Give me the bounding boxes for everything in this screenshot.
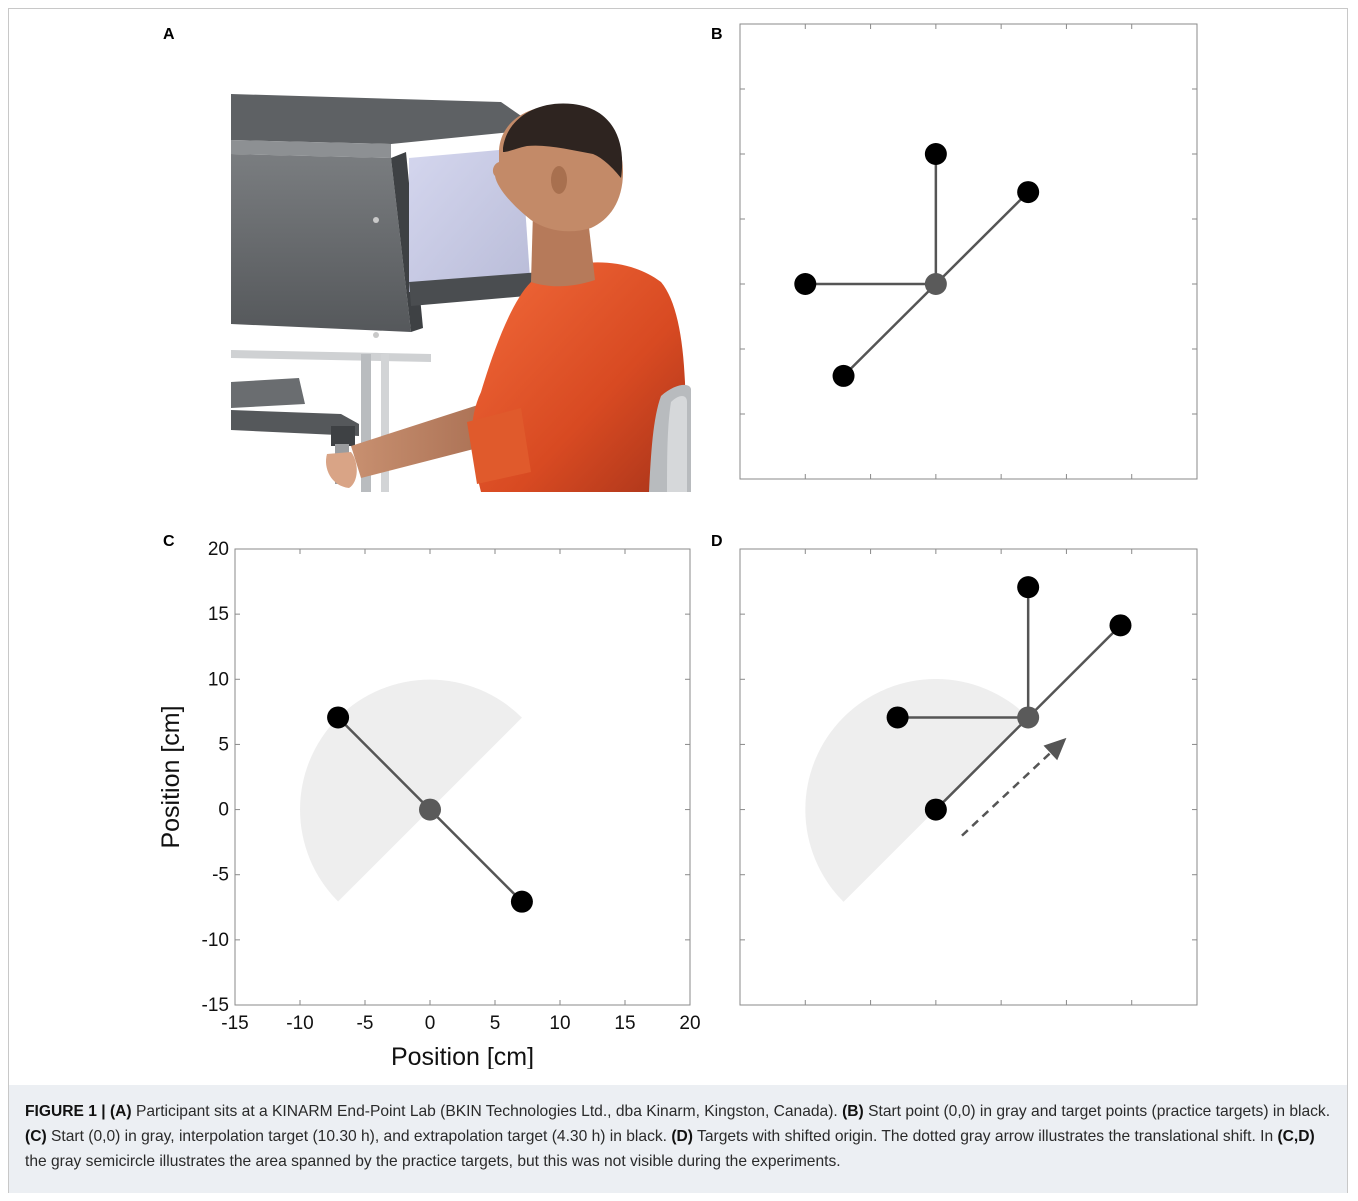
start-point [1017,706,1040,729]
x-tick-label: 10 [549,1013,570,1034]
caption-label-a: (A) [109,1103,132,1120]
panel-label-d: D [711,533,723,550]
panel-label-b: B [711,26,723,43]
y-tick-label: 5 [218,734,229,755]
y-tick-label: 20 [208,539,229,560]
apparatus-lid [231,94,531,144]
target-line [337,716,431,811]
plot-c-area: -15 -10 -5 0 5 10 15 20 20 15 10 5 0 -5 -10 -15 Position… [157,539,701,1069]
target-line [842,283,937,377]
plot-b-area [739,23,1198,480]
y-tick-label: -10 [202,930,229,951]
caption-text-b: Start point (0,0) in gray and target poi… [863,1103,1331,1120]
practice-area-semicircle [805,679,1029,902]
target-line [934,191,1030,285]
y-tick-label: -15 [202,995,229,1016]
y-tick-label: 0 [218,800,229,821]
y-tick-label: 15 [208,604,229,625]
caption-text-a: Participant sits at a KINARM End-Point L… [131,1103,843,1120]
target-line [429,808,523,903]
target-point [510,890,533,913]
start-point [924,273,947,295]
x-tick-label: 0 [425,1013,436,1034]
participant-forearm [351,404,501,478]
x-tick-label: 20 [679,1013,700,1034]
frame-bar [231,350,431,362]
panel-b-plot [739,23,1198,480]
participant-ear [551,166,567,194]
plot-d-area [739,548,1198,1006]
figure-label: FIGURE 1 | [25,1103,106,1120]
x-tick-label: 5 [490,1013,501,1034]
panel-label-a: A [163,26,175,43]
target-point [924,798,947,821]
chair-highlight [667,396,687,492]
panel-label-c: C [163,533,175,550]
target-point [924,143,947,165]
target-point [886,706,909,729]
lid-edge [231,140,391,158]
caption-text-c: Start (0,0) in gray, interpolation targe… [46,1128,672,1145]
target-point [832,364,855,387]
target-point [1109,614,1132,637]
caption-text-cd: the gray semicircle illustrates the area… [25,1153,841,1170]
panel-d-plot [739,548,1198,1006]
y-tick-label: 10 [208,669,229,690]
x-tick-label: -5 [357,1013,374,1034]
caption-box [9,1085,1347,1193]
caption-text-d: Targets with shifted origin. The dotted … [692,1128,1278,1145]
shift-arrow-head [1043,737,1067,761]
x-tick-label: -15 [221,1013,248,1034]
caption-label-b: (B) [842,1103,864,1120]
y-tick-label: -5 [212,865,229,886]
participant-hair [503,103,623,178]
target-point [1017,576,1040,599]
robot-arm-link [231,410,359,436]
start-point [419,798,441,821]
target-point [794,273,817,295]
shift-arrow-line [961,752,1052,837]
display-shelf [409,272,549,306]
panel-c-plot: -15 -10 -5 0 5 10 15 20 20 15 10 5 0 -5 -10 -15 Position… [157,539,701,1069]
frame-leg [381,354,389,492]
y-axis-label: Position [cm] [157,705,185,848]
figure-caption: FIGURE 1 | (A) Participant sits at a KIN… [25,1099,1335,1174]
caption-label-c: (C) [25,1128,47,1145]
participant-hand [325,452,357,488]
kinarm-illustration [231,94,691,492]
frame-leg [361,354,371,492]
screw-icon [373,332,379,338]
target-point [1017,181,1040,204]
caption-label-d: (D) [671,1128,693,1145]
shirt-sleeve [467,408,531,484]
figure-frame: A B C D [8,8,1348,1193]
screw-icon [373,217,379,223]
participant-shirt [471,262,686,492]
robot-arm-base [231,378,305,408]
target-point [327,706,350,729]
x-axis-label: Position [cm] [391,1043,534,1069]
x-tick-label: 15 [614,1013,635,1034]
apparatus-side-panel [231,154,411,332]
target-line [934,716,1030,811]
target-line [1027,624,1122,719]
caption-label-cd: (C,D) [1277,1128,1315,1145]
x-tick-label: -10 [286,1013,313,1034]
robot-arm-joint [331,426,355,446]
